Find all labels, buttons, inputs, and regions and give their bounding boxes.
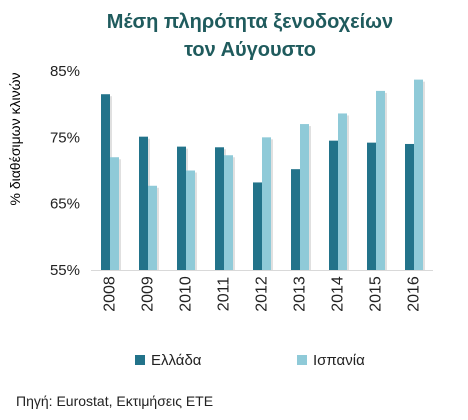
y-tick-label-55: 55%	[50, 262, 80, 279]
chart-title-line-1: Μέση πληρότητα ξενοδοχείων	[106, 11, 394, 33]
x-tick-label-2015: 2015	[368, 276, 385, 312]
y-tick-label-75: 75%	[50, 129, 80, 146]
x-tick-label-2011: 2011	[216, 277, 233, 312]
bar-greece-2015	[367, 142, 376, 270]
bar-spain-2013	[300, 124, 309, 270]
bar-greece-2014	[329, 140, 338, 270]
legend-swatch-spain	[297, 355, 307, 365]
bar-greece-2010	[177, 146, 186, 270]
y-tick-label-65: 65%	[50, 196, 80, 213]
bar-spain-2014	[338, 113, 347, 270]
x-tick-label-2016: 2016	[406, 276, 423, 312]
source-note: Πηγή: Eurostat, Εκτιμήσεις ΕΤΕ	[16, 393, 214, 409]
bar-spain-2010	[186, 170, 195, 270]
legend-label-spain: Ισπανία	[313, 352, 365, 369]
x-tick-label-2013: 2013	[292, 276, 309, 312]
bar-spain-2012	[262, 137, 271, 270]
bar-spain-2009	[148, 185, 157, 270]
chart-title-line-2: τον Αύγουστο	[184, 39, 316, 61]
x-tick-label-2010: 2010	[178, 276, 195, 312]
bar-greece-2016	[405, 143, 414, 270]
legend-item-spain: Ισπανία	[297, 352, 365, 369]
bar-greece-2008	[101, 94, 110, 270]
legend-swatch-greece	[135, 355, 145, 365]
bar-spain-2008	[110, 157, 119, 270]
x-tick-label-2008: 2008	[102, 276, 119, 312]
bar-spain-2016	[414, 79, 423, 270]
bar-greece-2013	[291, 169, 300, 270]
bar-greece-2009	[139, 136, 148, 270]
bar-greece-2012	[253, 182, 262, 270]
bar-spain-2015	[376, 90, 385, 271]
bar-spain-2011	[224, 155, 233, 270]
y-tick-label-85: 85%	[50, 63, 80, 80]
x-tick-label-2012: 2012	[254, 276, 271, 312]
x-tick-label-2014: 2014	[330, 276, 347, 312]
bar-chart: 55% 65% 75% 85% 2008 2009 2010 2011 2012 2013 2014…	[50, 63, 433, 312]
x-tick-label-2009: 2009	[140, 276, 157, 312]
bar-greece-2011	[215, 147, 224, 270]
legend-item-greece: Ελλάδα	[135, 352, 201, 369]
chart-title: Μέση πληρότητα ξενοδοχείων τον Αύγουστο	[40, 8, 460, 64]
legend-label-greece: Ελλάδα	[151, 352, 202, 369]
